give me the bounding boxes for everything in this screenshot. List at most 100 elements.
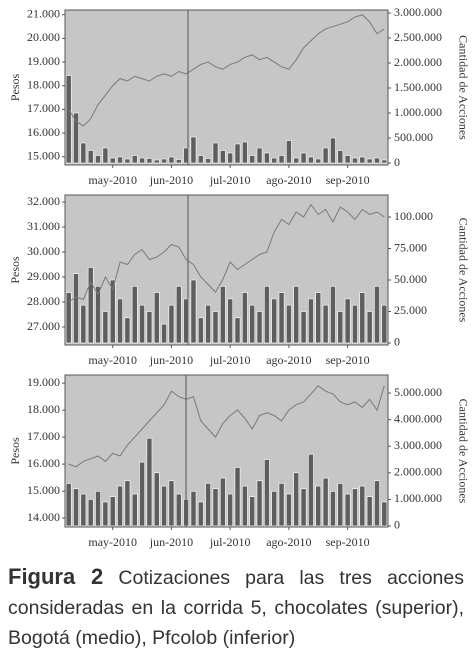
volume-bar xyxy=(197,501,204,527)
volume-bar xyxy=(337,483,344,527)
x-tick-label: ago-2010 xyxy=(266,353,311,367)
volume-bar xyxy=(359,485,366,527)
volume-bar xyxy=(124,317,131,344)
volume-bar xyxy=(293,286,300,344)
y2-tick-label: 3.000.000 xyxy=(394,438,442,452)
volume-bar xyxy=(139,157,145,164)
volume-bar xyxy=(315,485,322,527)
volume-bar xyxy=(65,292,72,344)
y2-tick-label: 100.000 xyxy=(394,209,433,223)
volume-bar xyxy=(249,155,256,164)
volume-bar xyxy=(241,292,248,344)
x-tick-label: jun-2010 xyxy=(149,535,193,549)
volume-bar xyxy=(139,461,145,527)
volume-bar xyxy=(65,75,72,164)
volume-bar xyxy=(293,472,300,527)
volume-bar xyxy=(264,286,270,344)
volume-bar xyxy=(197,155,204,164)
volume-bar xyxy=(352,157,358,164)
volume-bar xyxy=(278,292,285,344)
y2-tick-label: 1.000.000 xyxy=(394,105,442,119)
y-axis-label: Pesos xyxy=(8,256,22,284)
volume-bar xyxy=(330,137,336,164)
volume-bar xyxy=(219,477,226,527)
y-tick-label: 14.000 xyxy=(27,510,60,524)
volume-bar xyxy=(109,496,116,527)
volume-bar xyxy=(95,491,101,527)
volume-bar xyxy=(212,142,219,164)
volume-bar xyxy=(153,292,160,344)
volume-bar xyxy=(205,304,212,344)
volume-bar xyxy=(146,437,153,527)
x-tick-label: jun-2010 xyxy=(149,353,193,367)
volume-bar xyxy=(124,480,131,527)
caption-label: Figura 2 xyxy=(8,564,104,589)
volume-bar xyxy=(102,501,109,527)
volume-bar xyxy=(256,147,263,164)
y2-axis-label: Cantidad de Acciones xyxy=(456,35,470,140)
y-tick-label: 27.000 xyxy=(27,319,60,333)
volume-bar xyxy=(219,150,226,164)
volume-bar xyxy=(153,159,160,164)
volume-bar xyxy=(146,158,153,164)
x-tick-label: ago-2010 xyxy=(266,173,311,187)
y-tick-label: 18.000 xyxy=(27,402,60,416)
volume-bar xyxy=(234,317,241,344)
volume-bar xyxy=(249,496,256,527)
volume-bar xyxy=(337,311,344,344)
y-tick-label: 18.000 xyxy=(27,77,60,91)
volume-bar xyxy=(359,292,366,344)
volume-bar xyxy=(330,286,336,344)
caption-text: Cotizaciones para las tres acciones cons… xyxy=(8,567,464,649)
volume-bar xyxy=(330,491,336,527)
volume-bar xyxy=(366,158,373,164)
volume-bar xyxy=(161,323,167,344)
y2-tick-label: 50.000 xyxy=(394,272,427,286)
price-line xyxy=(68,14,385,127)
x-tick-label: jul-2010 xyxy=(209,535,251,549)
y-tick-label: 21.000 xyxy=(27,6,60,20)
volume-bar xyxy=(190,279,197,344)
y-tick-label: 30.000 xyxy=(27,244,60,258)
volume-bar xyxy=(381,501,388,527)
volume-bar xyxy=(212,488,219,527)
volume-bar xyxy=(205,483,212,527)
volume-bar xyxy=(139,304,145,344)
volume-bar xyxy=(161,485,167,527)
y-tick-label: 29.000 xyxy=(27,269,60,283)
volume-bar xyxy=(315,158,322,164)
volume-bar xyxy=(300,152,307,164)
volume-bar xyxy=(80,304,87,344)
volume-bar xyxy=(117,485,123,527)
volume-bar xyxy=(168,480,175,527)
volume-bar xyxy=(87,499,94,527)
volume-bar xyxy=(168,156,175,164)
volume-bar xyxy=(234,143,241,164)
x-tick-label: jun-2010 xyxy=(149,173,193,187)
x-tick-label: jul-2010 xyxy=(209,173,251,187)
volume-bar xyxy=(286,493,292,527)
volume-bar xyxy=(352,304,358,344)
volume-bar xyxy=(381,304,388,344)
y2-tick-label: 25.000 xyxy=(394,303,427,317)
y-tick-label: 15.000 xyxy=(27,148,60,162)
volume-bar xyxy=(344,298,351,344)
y-tick-label: 31.000 xyxy=(27,219,60,233)
volume-bar xyxy=(271,298,278,344)
volume-bar xyxy=(344,155,351,164)
volume-bar xyxy=(190,491,197,527)
volume-bar xyxy=(161,158,167,164)
y-tick-label: 16.000 xyxy=(27,456,60,470)
price-line xyxy=(68,203,385,303)
volume-bar xyxy=(131,155,138,164)
volume-bar xyxy=(241,485,248,527)
volume-bar xyxy=(256,480,263,527)
volume-bar xyxy=(374,480,380,527)
volume-bar xyxy=(146,311,153,344)
volume-bar xyxy=(381,159,388,164)
volume-bar xyxy=(219,286,226,344)
y-tick-label: 17.000 xyxy=(27,101,60,115)
volume-bar xyxy=(109,279,116,344)
y-axis-label: Pesos xyxy=(8,437,22,465)
